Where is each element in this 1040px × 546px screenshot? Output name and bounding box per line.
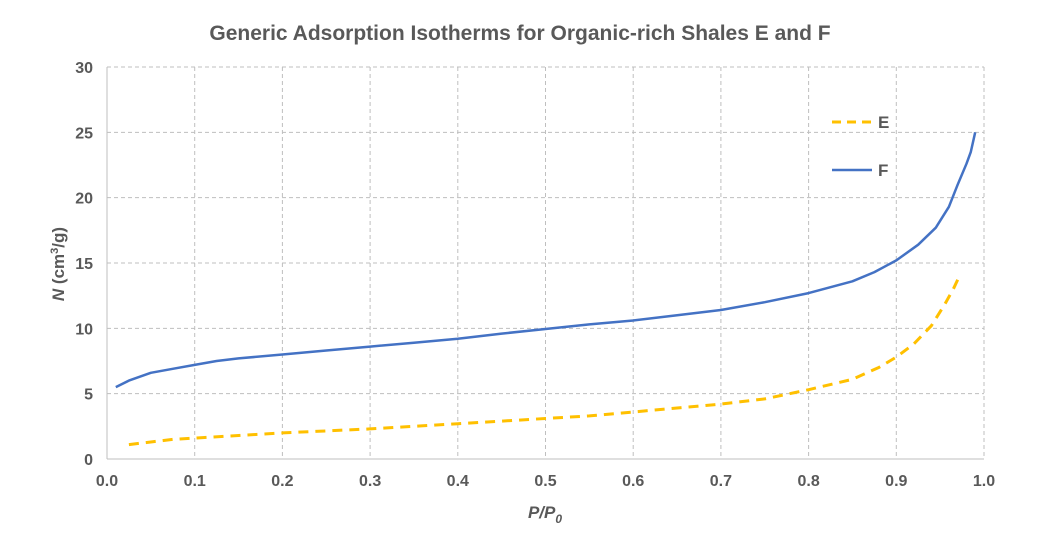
y-tick-label: 15 [75, 256, 93, 273]
x-tick-label: 0.2 [271, 473, 293, 490]
chart-title: Generic Adsorption Isotherms for Organic… [209, 22, 830, 45]
x-tick-label: 0.9 [885, 473, 907, 490]
x-tick-label: 0.1 [184, 473, 206, 490]
x-tick-label: 1.0 [973, 473, 995, 490]
x-axis-label-main: P/P [528, 503, 556, 522]
y-tick-label: 25 [75, 125, 93, 142]
x-tick-label: 0.3 [359, 473, 381, 490]
y-axis-label-unit-post: /g) [49, 227, 68, 248]
y-axis-label: N (cm3/g) [49, 227, 68, 301]
x-tick-label: 0.4 [447, 473, 469, 490]
x-tick-layer: 0.0 0.1 0.2 0.3 0.4 0.5 0.6 0.7 0.8 0.9 1.0 [96, 473, 995, 490]
y-tick-label: 5 [84, 387, 93, 404]
y-axis-label-symbol: N [49, 288, 68, 301]
grid-layer [107, 66, 985, 459]
x-tick-label: 0.7 [710, 473, 732, 490]
series-line-e [128, 275, 961, 447]
x-tick-label: 0.8 [797, 473, 819, 490]
legend: E F [832, 113, 889, 180]
x-tick-label: 0.6 [622, 473, 644, 490]
y-tick-label: 10 [75, 321, 93, 338]
y-tick-label: 30 [75, 60, 93, 77]
series-line-f [115, 132, 977, 389]
y-axis-label-unit-pre: (cm [49, 254, 68, 289]
legend-label-f: F [878, 161, 888, 180]
x-axis-label: P/P0 [528, 503, 562, 526]
axis-layer [106, 67, 984, 460]
y-tick-layer: 0 5 10 15 20 25 30 [75, 60, 93, 469]
series-layer [115, 132, 977, 447]
legend-label-e: E [878, 113, 889, 132]
y-axis-label-unit-sup: 3 [49, 248, 61, 254]
y-tick-label: 20 [75, 191, 93, 208]
x-axis-label-subscript: 0 [555, 512, 562, 526]
x-tick-label: 0.5 [534, 473, 556, 490]
y-tick-label: 0 [84, 452, 93, 469]
x-tick-label: 0.0 [96, 473, 118, 490]
